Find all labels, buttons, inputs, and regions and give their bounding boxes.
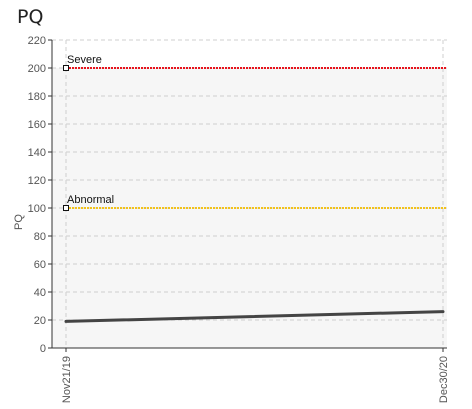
- y-axis-title: PQ: [13, 214, 25, 230]
- y-tick-label: 80: [34, 231, 46, 243]
- x-tick-label: Nov21/19: [61, 356, 73, 403]
- y-tick-label: 140: [28, 147, 46, 159]
- threshold-marker: [63, 65, 69, 71]
- plot-band-upper: [52, 68, 447, 208]
- y-tick-labels: 0 20 40 60 80 100 120 140 160 180 200 220: [28, 35, 52, 355]
- plot-band-lower: [52, 208, 447, 348]
- y-tick-label: 200: [28, 63, 46, 75]
- y-tick-label: 100: [28, 203, 46, 215]
- threshold-label: Severe: [67, 54, 102, 66]
- chart-title: PQ: [17, 6, 44, 28]
- threshold-label: Abnormal: [67, 194, 114, 206]
- y-tick-label: 0: [40, 343, 46, 355]
- series-lines: [64, 310, 445, 323]
- y-tick-label: 160: [28, 119, 46, 131]
- axes: [51, 40, 447, 349]
- threshold-marker: [63, 205, 69, 211]
- x-tick-labels: Nov21/19 Dec30/20: [61, 348, 450, 403]
- x-tick-label: Dec30/20: [438, 356, 450, 403]
- y-tick-label: 180: [28, 91, 46, 103]
- series-line: [64, 310, 445, 323]
- y-tick-label: 40: [34, 287, 46, 299]
- y-tick-label: 120: [28, 175, 46, 187]
- threshold-lines: Severe Abnormal: [63, 54, 447, 211]
- y-tick-label: 220: [28, 35, 46, 47]
- y-tick-label: 20: [34, 315, 46, 327]
- y-tick-label: 60: [34, 259, 46, 271]
